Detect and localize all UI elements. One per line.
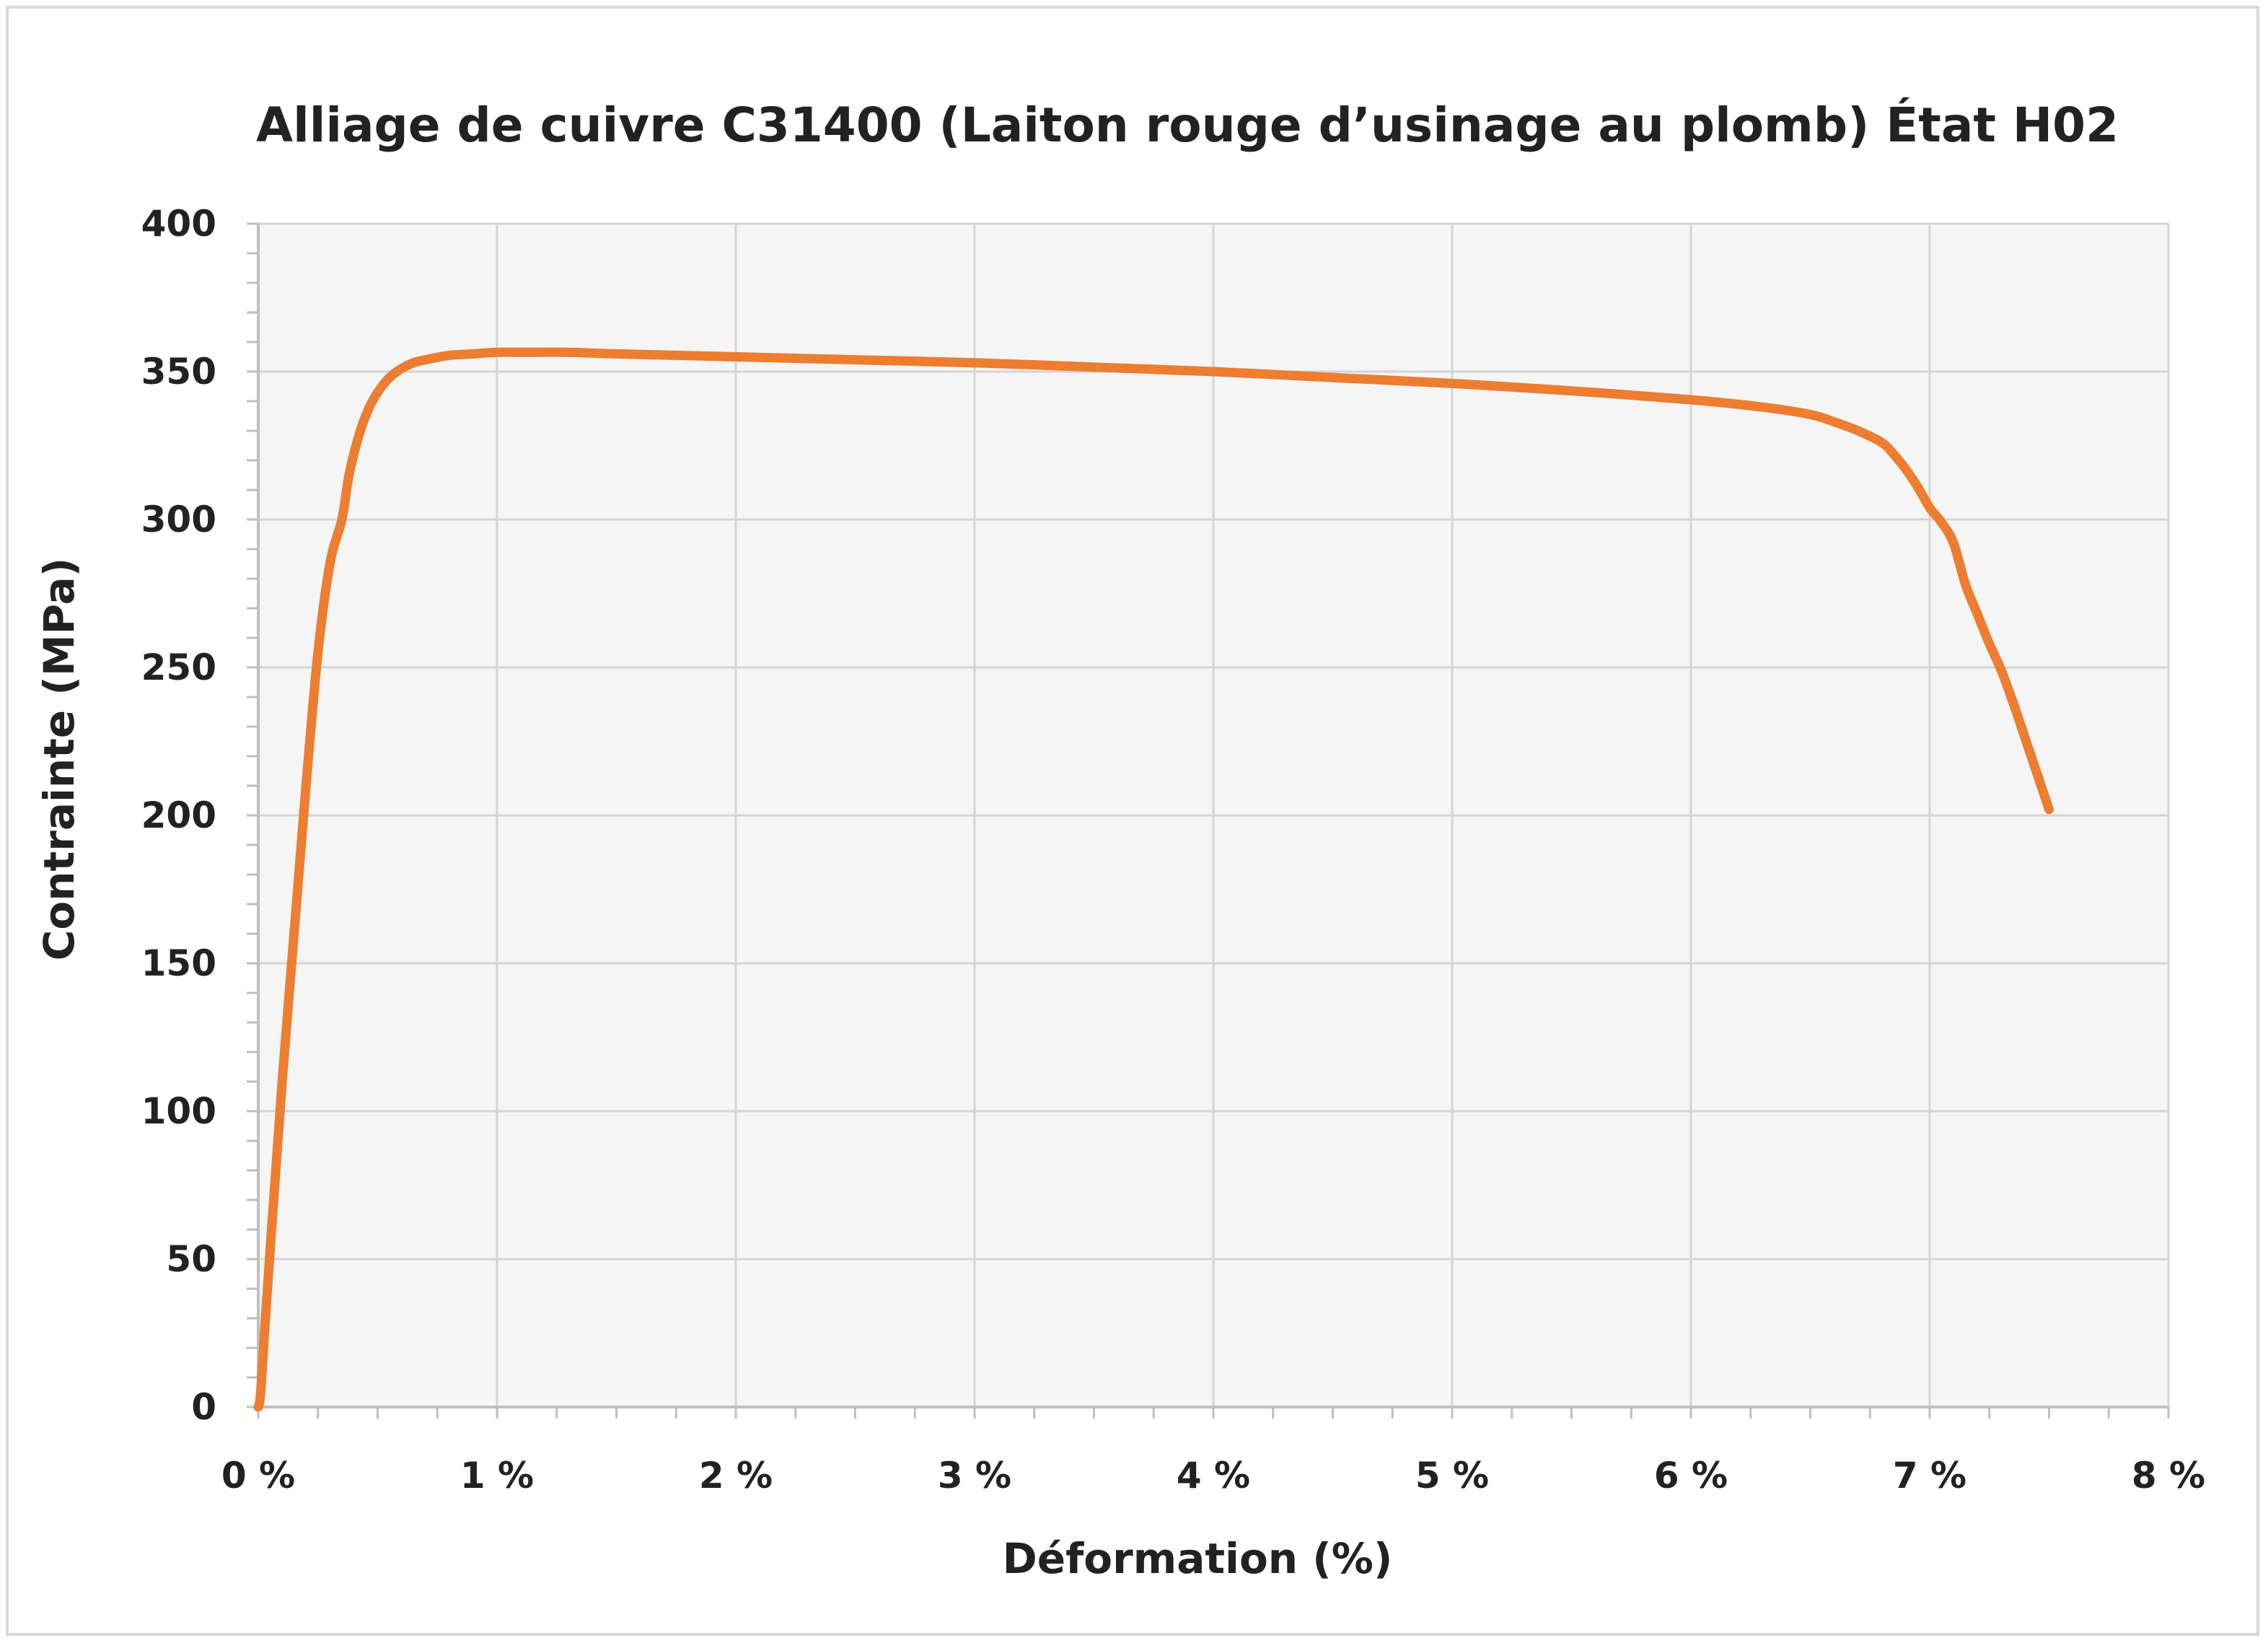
x-tick-label: 8 % <box>2132 1455 2205 1497</box>
y-tick-label: 0 <box>191 1386 216 1428</box>
x-tick-label: 4 % <box>1177 1455 1250 1497</box>
y-tick-label: 200 <box>141 794 216 836</box>
x-tick-label: 6 % <box>1654 1455 1728 1497</box>
series-line <box>253 347 2054 1412</box>
y-tick-label: 150 <box>141 942 216 984</box>
x-axis-title: Déformation (%) <box>1003 1534 1393 1583</box>
x-tick-label: 5 % <box>1415 1455 1489 1497</box>
chart-title: Alliage de cuivre C31400 (Laiton rouge d… <box>256 97 2119 153</box>
tick-labels: 0 50 100 150 200 250 300 350 400 0 % 1 % 2 % 3 % 4 % 5… <box>141 203 2206 1497</box>
y-axis-title: Contrainte (MPa) <box>35 558 84 960</box>
y-tick-label: 100 <box>141 1090 216 1132</box>
x-tick-label: 1 % <box>460 1455 534 1497</box>
series-layer <box>253 347 2054 1412</box>
y-tick-label: 300 <box>141 499 216 540</box>
x-tick-label: 3 % <box>938 1455 1011 1497</box>
y-tick-label: 50 <box>166 1238 216 1280</box>
x-tick-label: 7 % <box>1893 1455 1966 1497</box>
y-tick-label: 400 <box>141 203 216 245</box>
y-tick-label: 250 <box>141 647 216 688</box>
y-tick-label: 350 <box>141 351 216 393</box>
x-tick-label: 2 % <box>699 1455 773 1497</box>
axes <box>247 222 2170 1419</box>
x-tick-label: 0 % <box>221 1455 295 1497</box>
